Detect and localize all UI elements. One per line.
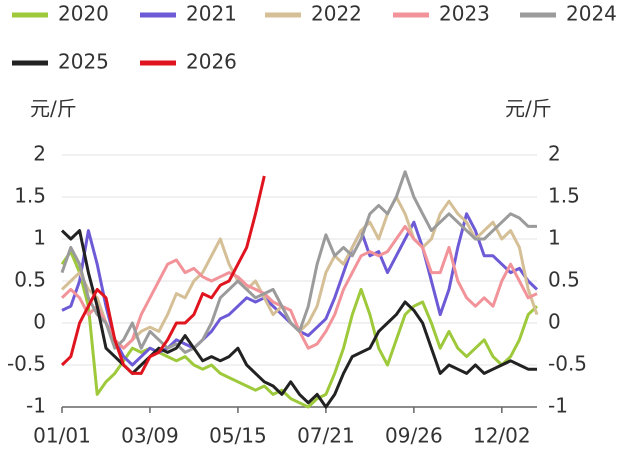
y-tick-label: 0 xyxy=(33,310,46,334)
x-tick-label: 09/26 xyxy=(385,424,443,448)
y-axis-label: 元/斤 xyxy=(30,97,77,121)
legend-label: 2020 xyxy=(58,2,109,26)
legend-label: 2026 xyxy=(186,50,237,74)
x-tick-label: 03/09 xyxy=(121,424,179,448)
y2-tick-label: 2 xyxy=(548,142,561,166)
legend-label: 2024 xyxy=(566,2,617,26)
x-tick-label: 12/02 xyxy=(473,424,531,448)
y-tick-label: 0.5 xyxy=(14,268,46,292)
series-line xyxy=(60,175,266,375)
x-tick-label: 01/01 xyxy=(33,424,91,448)
y2-tick-label: 1 xyxy=(548,226,561,250)
y-tick-label: -1 xyxy=(26,394,46,418)
y2-tick-label: 0 xyxy=(548,310,561,334)
x-tick-label: 05/15 xyxy=(209,424,267,448)
series-line xyxy=(61,212,539,367)
series-line xyxy=(60,170,537,354)
y-tick-label: 1 xyxy=(33,226,46,250)
legend-label: 2023 xyxy=(439,2,490,26)
y2-tick-label: 1.5 xyxy=(548,184,580,208)
x-tick-label: 07/21 xyxy=(297,424,355,448)
y-tick-label: 2 xyxy=(33,142,46,166)
series-line xyxy=(60,229,537,409)
series-line xyxy=(60,250,539,409)
y-tick-label: 1.5 xyxy=(14,184,46,208)
legend-label: 2025 xyxy=(58,50,109,74)
y2-tick-label: -0.5 xyxy=(548,352,587,376)
y2-axis-label: 元/斤 xyxy=(505,97,552,121)
y-tick-label: -0.5 xyxy=(7,352,46,376)
legend-label: 2021 xyxy=(186,2,237,26)
legend-label: 2022 xyxy=(311,2,362,26)
y2-tick-label: 0.5 xyxy=(548,268,580,292)
y2-tick-label: -1 xyxy=(548,394,568,418)
